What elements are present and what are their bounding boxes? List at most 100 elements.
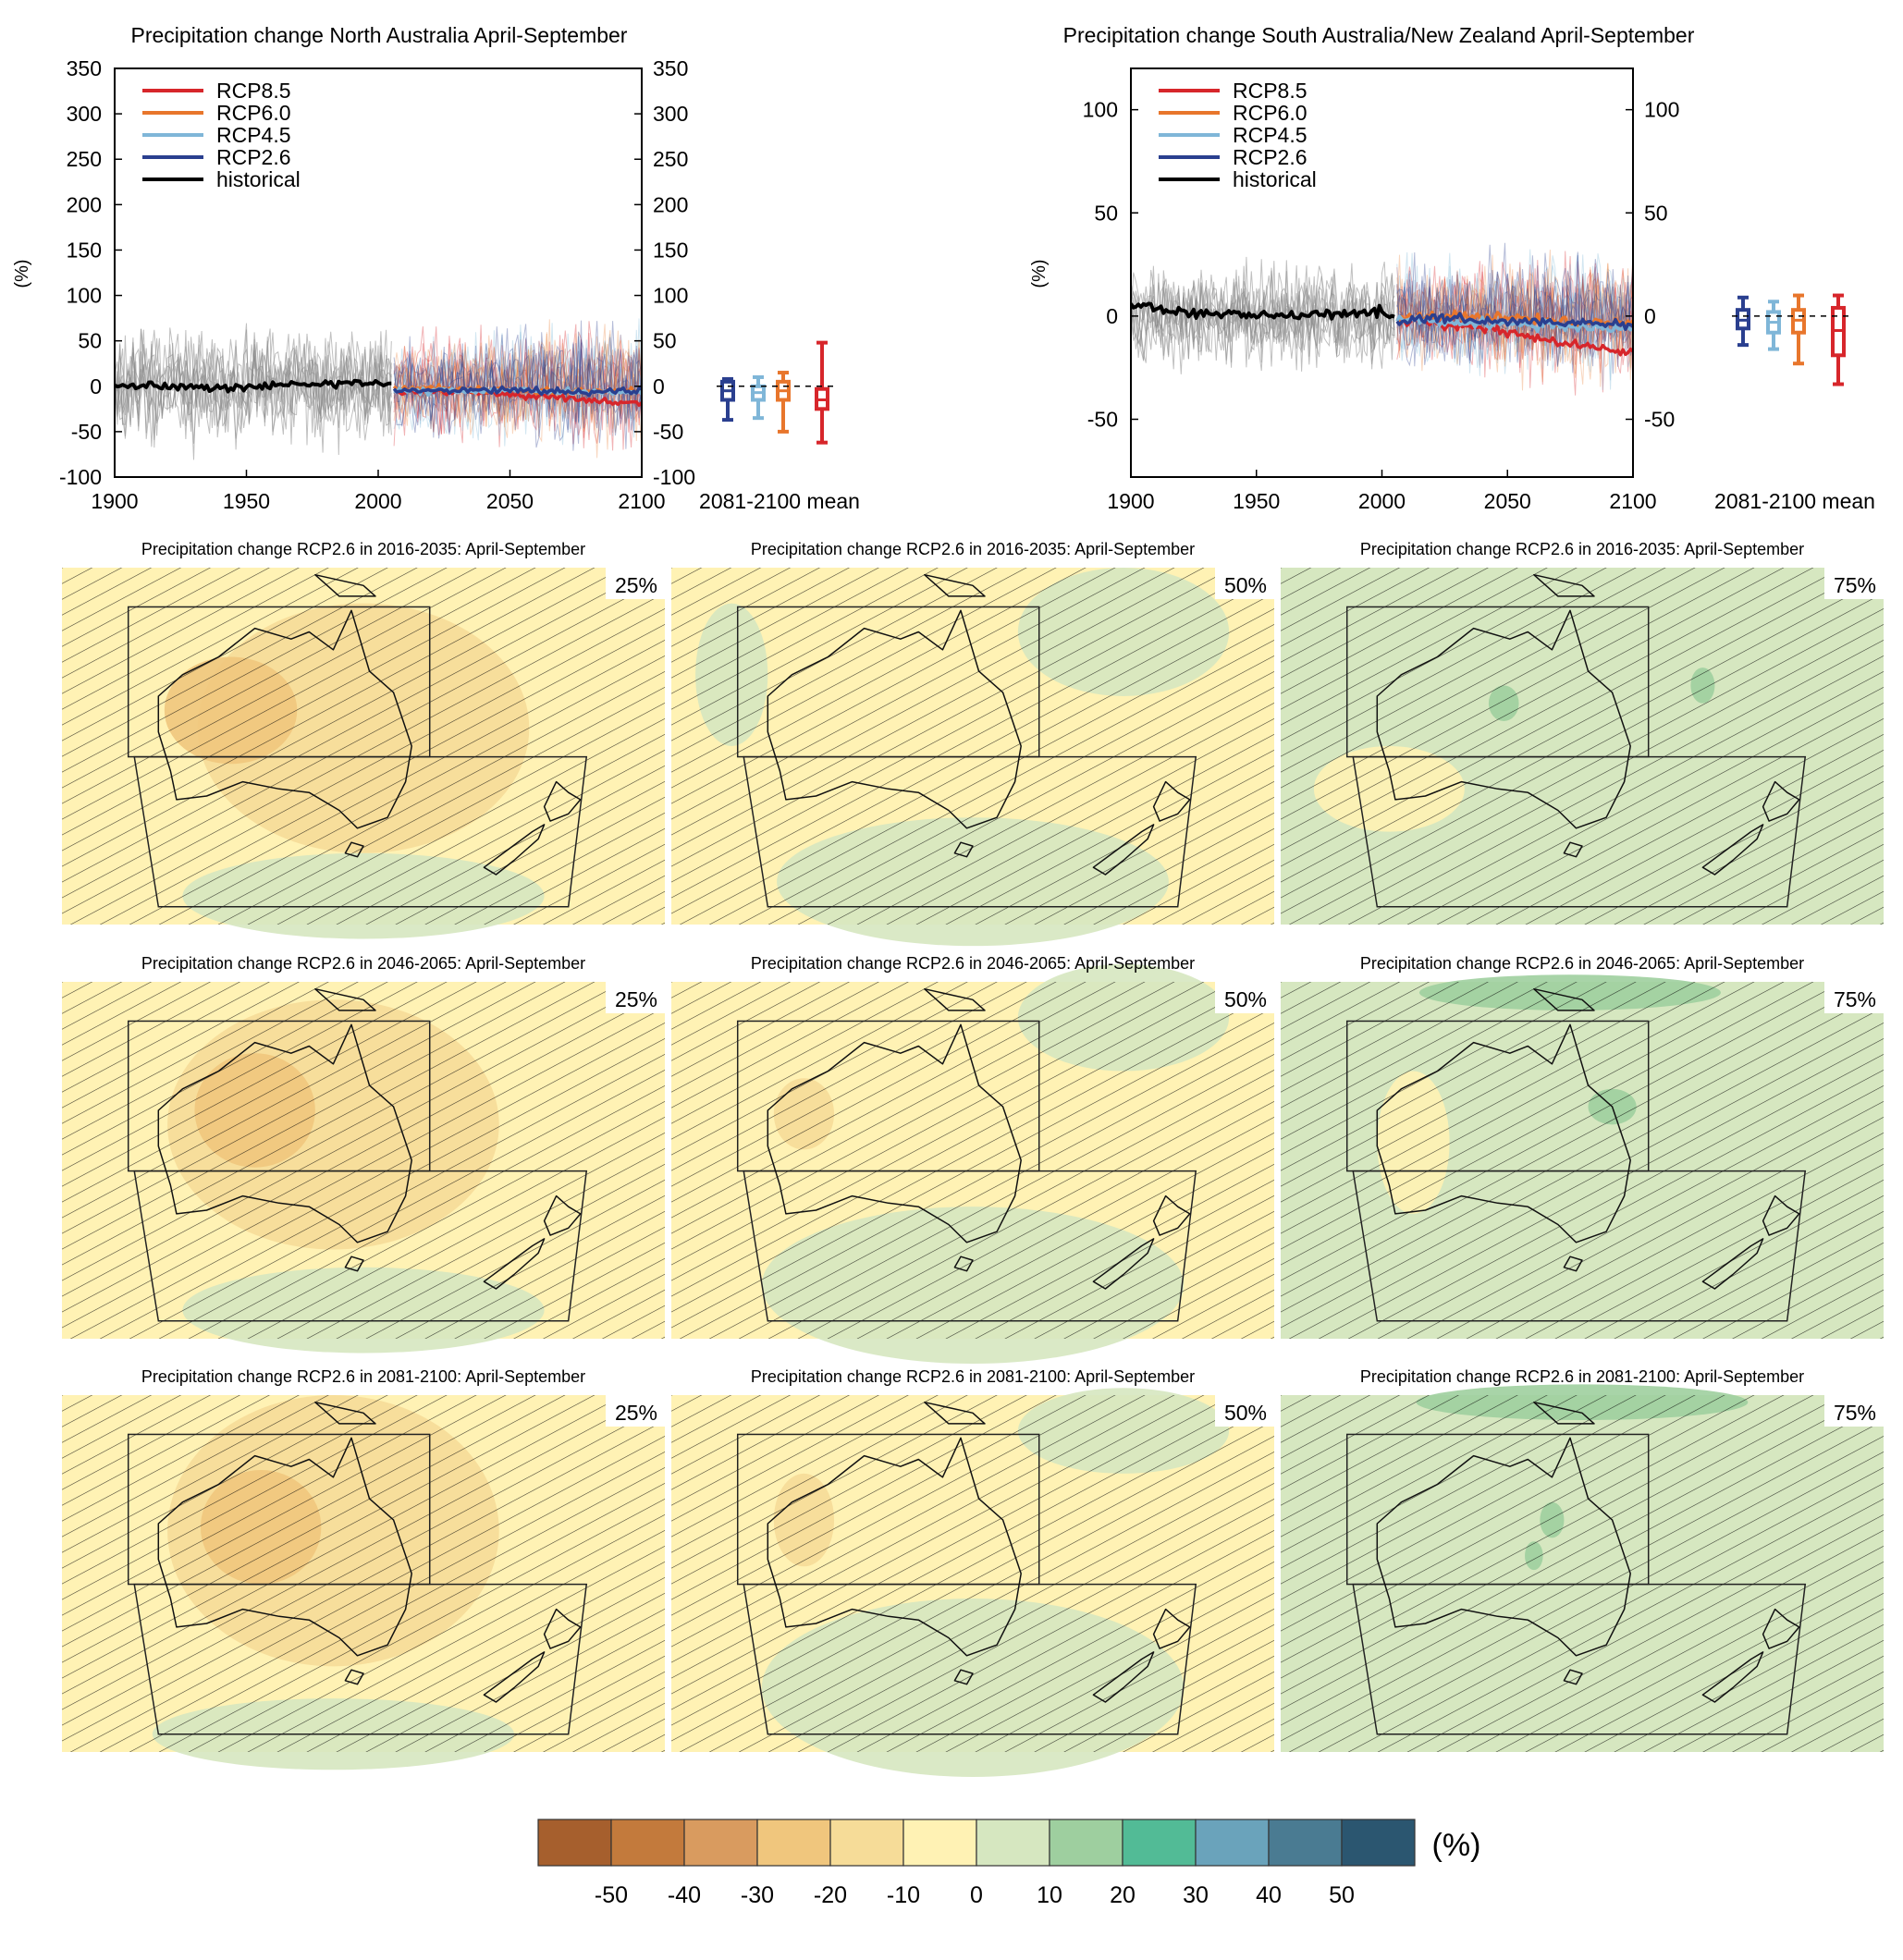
- map-coastline: [1152, 1194, 1191, 1236]
- map-percentile-label: 50%: [1224, 1401, 1267, 1425]
- map-title: Precipitation change RCP2.6 in 2046-2065…: [141, 954, 585, 973]
- map-title: Precipitation change RCP2.6 in 2046-2065…: [1360, 954, 1804, 973]
- colorbar-tick-label: 30: [1183, 1882, 1209, 1908]
- ts1-scenario-member: [393, 320, 642, 444]
- map-coastline: [1533, 1401, 1595, 1425]
- colorbar-cell: [1049, 1819, 1123, 1867]
- map-coastline: [1563, 841, 1583, 858]
- colorbar-cell: [1268, 1819, 1343, 1867]
- map-coastline: [1376, 1023, 1631, 1243]
- map-coastline: [314, 573, 376, 597]
- ts1-legend-label: RCP4.5: [216, 123, 291, 147]
- ts1-ytick-label-right: 350: [653, 56, 688, 80]
- ts1-scenario-member: [393, 344, 642, 450]
- ts2-scenario-member: [1396, 255, 1633, 368]
- ts1-ytick-label-right: 150: [653, 238, 688, 262]
- map-panel: 25% Precipitation change RCP2.6 in 2016-2…: [62, 540, 665, 939]
- ts2-title: Precipitation change South Australia/New…: [1063, 23, 1695, 47]
- map-coastline: [1376, 609, 1631, 829]
- ts1-box-label: 2081-2100 mean: [699, 489, 860, 513]
- map-coastline: [1762, 1194, 1800, 1236]
- colorbar-cell: [610, 1819, 685, 1867]
- map-panel: 75% Precipitation change RCP2.6 in 2081-2…: [1281, 1367, 1884, 1752]
- map-coastline: [1533, 987, 1595, 1011]
- map-coastline: [1533, 573, 1595, 597]
- map-coastline: [924, 1401, 986, 1425]
- map-coastline: [543, 1608, 582, 1649]
- map-percentile-bg: [1215, 568, 1274, 599]
- colorbar-unit: (%): [1432, 1828, 1481, 1863]
- map-region-south-australia-nz: [1352, 1583, 1807, 1735]
- ts1-ytick-label: 150: [67, 238, 102, 262]
- map-coastline: [924, 987, 986, 1011]
- map-coastline: [543, 1194, 582, 1236]
- map-title: Precipitation change RCP2.6 in 2016-2035…: [141, 540, 585, 558]
- map-coastline: [1762, 1608, 1800, 1649]
- ts2-historical-member: [1131, 261, 1395, 372]
- ts1-ytick-label-right: 300: [653, 102, 688, 126]
- map-coastline: [924, 573, 986, 597]
- ts1-xtick-label: 2100: [618, 489, 665, 513]
- colorbar-tick-label: 20: [1110, 1882, 1136, 1908]
- map-coastline: [767, 1437, 1022, 1657]
- ts1-series-historical: [115, 378, 392, 394]
- map-coastline: [344, 841, 364, 858]
- map-region-south-australia-nz: [743, 1170, 1197, 1322]
- ts1-ytick-label-right: 0: [653, 374, 665, 398]
- ts2-series-lines: [1131, 301, 1633, 357]
- map-percentile-bg: [1215, 982, 1274, 1013]
- map-region-south-australia-nz: [1352, 1170, 1807, 1322]
- ts2-scenario-member: [1396, 252, 1633, 361]
- map-coastline: [1563, 1256, 1583, 1272]
- ts2-scenario-member: [1396, 251, 1633, 374]
- map-region-south-australia-nz: [133, 755, 588, 908]
- ts1-legend-label: historical: [216, 167, 301, 191]
- map-title: Precipitation change RCP2.6 in 2081-2100…: [141, 1367, 585, 1386]
- ts2-scenario-member: [1396, 265, 1633, 366]
- map-coastline: [483, 1238, 546, 1290]
- map-percentile-bg: [1824, 568, 1884, 599]
- colorbar-cell: [1195, 1819, 1270, 1867]
- map-percentile-bg: [1215, 1395, 1274, 1427]
- ts2-ticks: 1900 1950 2000 2050 2100 -50 -50 0 0 50 50 100 100: [1083, 98, 1680, 513]
- map-coastline: [1563, 1669, 1583, 1685]
- colorbar-cell: [829, 1819, 904, 1867]
- map-coastline: [314, 987, 376, 1011]
- colorbar-tick-label: 40: [1256, 1882, 1282, 1908]
- map-title: Precipitation change RCP2.6 in 2081-2100…: [751, 1367, 1195, 1386]
- ts2-xtick-label: 1900: [1107, 489, 1154, 513]
- map-panel: 25% Precipitation change RCP2.6 in 2046-2…: [62, 954, 665, 1354]
- map-coastline: [1092, 1238, 1155, 1290]
- ts1-ytick-label-right: -50: [653, 420, 683, 444]
- map-coastline: [1092, 824, 1155, 876]
- ts1-xtick-label: 1950: [223, 489, 270, 513]
- timeseries-south-australia-nz: Precipitation change South Australia/New…: [1029, 23, 1875, 513]
- ts2-legend-label: historical: [1233, 167, 1317, 191]
- map-coastline: [483, 824, 546, 876]
- ts1-legend-label: RCP2.6: [216, 145, 291, 169]
- colorbar-cell: [1341, 1819, 1416, 1867]
- ts2-boxplots: [1732, 293, 1849, 386]
- ts1-title: Precipitation change North Australia Apr…: [131, 23, 628, 47]
- ts1-ytick-label: 250: [67, 147, 102, 171]
- map-coastline: [767, 1023, 1022, 1243]
- ts1-scenario-member: [393, 330, 642, 430]
- ts1-ytick-label: 100: [67, 284, 102, 308]
- ts1-ytick-label: 200: [67, 192, 102, 216]
- ts2-xtick-label: 2050: [1484, 489, 1531, 513]
- colorbar-cell: [902, 1819, 977, 1867]
- ts2-scenario-member: [1396, 253, 1633, 368]
- ts2-box-label: 2081-2100 mean: [1714, 489, 1875, 513]
- ts2-member-spread: [1131, 242, 1633, 396]
- ts2-historical-member: [1131, 265, 1395, 368]
- colorbar-tick-label: 0: [970, 1882, 983, 1908]
- ts2-ylabel: (%): [1029, 259, 1050, 288]
- ts2-scenario-member: [1396, 242, 1633, 367]
- ts2-ytick-label: 50: [1094, 201, 1118, 225]
- map-percentile-label: 50%: [1224, 573, 1267, 597]
- ts1-ytick-label-right: 250: [653, 147, 688, 171]
- map-coastline: [1152, 1608, 1191, 1649]
- map-coastline: [483, 1651, 546, 1703]
- colorbar-tick-label: -30: [741, 1882, 774, 1908]
- colorbar: (%) -50 -40 -30 -20 -10 0 10 20 30 40 50: [537, 1819, 1481, 1908]
